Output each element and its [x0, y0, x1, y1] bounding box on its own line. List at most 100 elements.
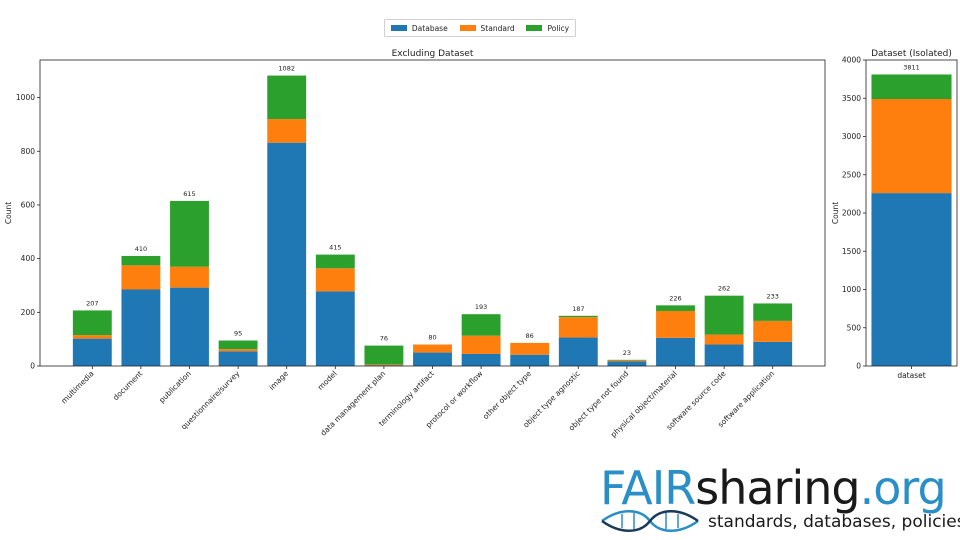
- bar-standard-other-object-type: [510, 342, 550, 355]
- bar-standard-software-source-code: [704, 334, 744, 345]
- bar-policy-software-application: [753, 303, 793, 321]
- y-tick-label: 800: [21, 147, 36, 156]
- bar-database-other-object-type: [510, 354, 550, 366]
- x-tick-label-software-application: software application: [716, 369, 776, 429]
- bar-standard-publication: [170, 266, 209, 288]
- y-tick-label: 1000: [842, 285, 861, 294]
- total-label-software-application: 233: [766, 292, 778, 300]
- total-label-data-management-plan: 76: [380, 335, 388, 343]
- bar-policy-publication: [170, 200, 209, 267]
- bar-policy-protocol-or-workflow: [461, 314, 501, 336]
- bar-policy-object-type-not-found: [607, 359, 647, 361]
- total-label-image: 1082: [278, 65, 295, 73]
- bar-database-model: [315, 291, 355, 366]
- bar-policy-software-source-code: [704, 295, 744, 335]
- fairsharing-logo: FAIRsharing.org standards, databases, po…: [600, 462, 960, 540]
- bar-policy-dataset: [871, 74, 952, 100]
- bar-standard-software-application: [753, 320, 793, 342]
- plot-frame: [39, 59, 826, 367]
- bar-standard-image: [267, 119, 307, 143]
- legend-label-policy: Policy: [547, 23, 570, 33]
- chart-legend: Database Standard Policy: [384, 19, 576, 37]
- bar-database-protocol-or-workflow: [461, 353, 501, 366]
- y-tick-label: 400: [21, 254, 36, 263]
- bar-database-software-source-code: [704, 344, 744, 366]
- y-axis-label: Count: [4, 202, 13, 224]
- bar-database-physical-object-material: [656, 337, 695, 366]
- bar-database-questionnaire-survey: [218, 351, 258, 366]
- legend-label-database: Database: [411, 23, 448, 33]
- brand-org: .org: [859, 461, 947, 515]
- total-label-multimedia: 207: [86, 299, 98, 307]
- y-tick-label: 1000: [16, 93, 35, 102]
- chart-canvas: 207 multimedia 410 document 615 publication 95…: [4, 49, 958, 439]
- dna-wave-icon: [601, 510, 699, 532]
- bar-database-publication: [170, 287, 209, 366]
- total-label-model: 415: [329, 244, 341, 252]
- x-tick-label-other-object-type: other object type: [481, 369, 533, 421]
- total-label-object-type-agnostic: 187: [572, 305, 584, 313]
- plot-frame: [865, 59, 958, 367]
- total-label-document: 410: [135, 245, 147, 253]
- legend-label-standard: Standard: [480, 23, 515, 33]
- bar-database-software-application: [753, 341, 793, 366]
- brand-sharing: sharing: [695, 461, 860, 515]
- bar-standard-object-type-not-found: [607, 360, 647, 362]
- x-tick-label-image: image: [267, 369, 290, 392]
- bar-database-terminology-artifact: [413, 352, 452, 366]
- total-label-questionnaire-survey: 95: [234, 330, 242, 338]
- total-label-dataset: 3811: [903, 63, 920, 71]
- total-label-publication: 615: [183, 190, 195, 198]
- total-label-software-source-code: 262: [718, 285, 730, 293]
- bar-standard-protocol-or-workflow: [461, 335, 501, 354]
- total-label-object-type-not-found: 23: [623, 349, 631, 357]
- legend-item-database: Database: [390, 23, 448, 33]
- y-tick-label: 2000: [842, 209, 861, 218]
- brand-fair: FAIR: [600, 461, 696, 515]
- legend-swatch-standard: [459, 25, 476, 31]
- legend-item-standard: Standard: [459, 23, 515, 33]
- legend-swatch-database: [390, 25, 407, 31]
- total-label-protocol-or-workflow: 193: [475, 303, 487, 311]
- chart-dataset-isolated: 3811 dataset 0 500 1000 1500 2000 2500 3000 3500 4…: [831, 49, 958, 380]
- total-label-terminology-artifact: 80: [428, 334, 436, 342]
- bar-standard-terminology-artifact: [413, 344, 452, 353]
- bar-standard-dataset: [871, 99, 952, 194]
- bar-database-dataset: [871, 193, 952, 366]
- y-tick-label: 2500: [842, 170, 861, 179]
- bar-policy-model: [315, 254, 355, 269]
- bar-database-data-management-plan: [364, 365, 404, 366]
- x-tick-label-document: document: [111, 369, 144, 402]
- chart-excluding-dataset: 207 multimedia 410 document 615 publication 95…: [4, 49, 826, 439]
- bar-policy-object-type-agnostic: [558, 315, 598, 318]
- bar-database-image: [267, 142, 307, 366]
- y-tick-label: 0: [856, 362, 861, 371]
- bar-standard-model: [315, 268, 355, 292]
- y-tick-label: 600: [21, 201, 36, 210]
- chart-title: Dataset (Isolated): [871, 49, 952, 59]
- y-tick-label: 1500: [842, 247, 861, 256]
- bar-database-multimedia: [72, 338, 112, 366]
- bar-database-object-type-not-found: [607, 361, 647, 366]
- bar-standard-questionnaire-survey: [218, 349, 258, 352]
- bar-standard-physical-object-material: [656, 310, 695, 338]
- y-tick-label: 3000: [842, 132, 861, 141]
- bar-policy-data-management-plan: [364, 345, 404, 365]
- bar-policy-questionnaire-survey: [218, 340, 258, 350]
- bar-standard-data-management-plan: [364, 364, 404, 366]
- total-label-other-object-type: 86: [526, 332, 534, 340]
- bar-database-object-type-agnostic: [558, 337, 598, 366]
- total-label-physical-object-material: 226: [669, 294, 681, 302]
- bar-policy-multimedia: [72, 310, 112, 336]
- bar-policy-document: [121, 255, 161, 266]
- brand-wordmark: FAIRsharing.org: [600, 461, 947, 515]
- bar-policy-physical-object-material: [656, 305, 695, 311]
- y-tick-label: 500: [847, 323, 862, 332]
- legend-swatch-policy: [526, 25, 543, 31]
- bar-standard-multimedia: [72, 335, 112, 339]
- bar-standard-document: [121, 265, 161, 290]
- x-tick-label-model: model: [316, 369, 339, 392]
- chart-title: Excluding Dataset: [392, 49, 474, 59]
- y-tick-label: 3500: [842, 94, 861, 103]
- y-tick-label: 4000: [842, 56, 861, 65]
